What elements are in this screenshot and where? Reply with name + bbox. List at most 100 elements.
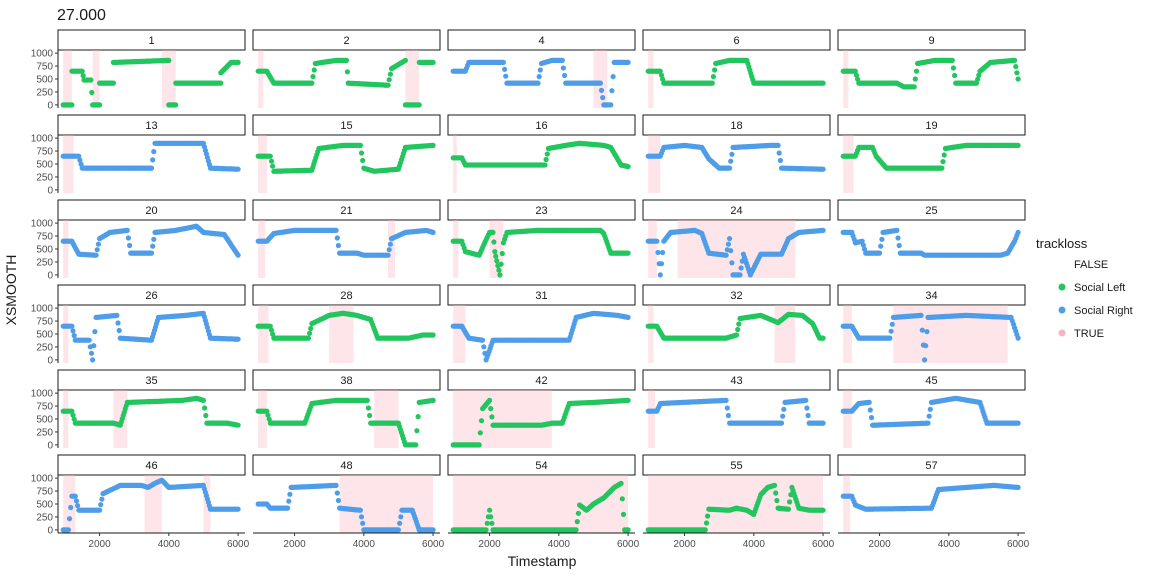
data-point bbox=[88, 350, 95, 356]
data-point bbox=[781, 406, 787, 412]
data-point bbox=[820, 227, 826, 233]
trackloss-band bbox=[843, 305, 852, 363]
data-point bbox=[1015, 142, 1021, 148]
y-tick-label: 1000 bbox=[31, 219, 54, 230]
data-point bbox=[387, 241, 393, 247]
data-point bbox=[173, 102, 179, 108]
data-point bbox=[94, 247, 100, 253]
facet-panel-4: 4 bbox=[447, 29, 636, 108]
trackloss-band bbox=[843, 135, 854, 193]
data-point bbox=[335, 242, 341, 249]
data-point bbox=[709, 80, 715, 86]
data-point bbox=[385, 252, 391, 258]
data-point bbox=[728, 158, 734, 164]
facet-strip-label: 15 bbox=[340, 120, 352, 132]
y-tick-label: 500 bbox=[36, 500, 53, 511]
data-point bbox=[728, 248, 734, 254]
data-point bbox=[235, 252, 241, 258]
data-point bbox=[430, 397, 436, 403]
data-point bbox=[235, 506, 241, 512]
y-tick-label: 0 bbox=[47, 185, 53, 196]
facet-panel-42: 42 bbox=[447, 369, 636, 448]
trackloss-band bbox=[843, 50, 849, 108]
facet-panel-18: 18 bbox=[642, 114, 831, 193]
data-point bbox=[925, 420, 931, 426]
trackloss-band bbox=[161, 50, 176, 108]
data-point bbox=[912, 76, 918, 82]
y-tick-label: 250 bbox=[36, 172, 53, 183]
data-point bbox=[150, 243, 156, 249]
data-point bbox=[386, 247, 392, 253]
trackloss-band bbox=[374, 390, 399, 448]
facet-strip bbox=[57, 114, 246, 136]
data-point bbox=[124, 227, 130, 233]
facet-strip-label: 2 bbox=[343, 35, 349, 47]
data-point bbox=[309, 80, 315, 86]
x-tick-label: 6000 bbox=[422, 539, 445, 550]
data-point bbox=[497, 272, 503, 278]
data-point bbox=[414, 428, 420, 434]
data-point bbox=[235, 59, 241, 65]
data-point bbox=[68, 504, 74, 511]
trackloss-band bbox=[63, 220, 69, 278]
facet-strip-label: 42 bbox=[535, 375, 547, 387]
data-point bbox=[385, 82, 391, 88]
data-point bbox=[574, 519, 580, 525]
facet-strip-label: 54 bbox=[535, 460, 547, 472]
data-point bbox=[218, 80, 224, 86]
facet-panel-9: 9 bbox=[837, 29, 1026, 108]
data-point bbox=[78, 161, 84, 167]
trackloss-band bbox=[258, 135, 267, 193]
facet-strip-label: 55 bbox=[730, 460, 742, 472]
data-point bbox=[76, 153, 82, 159]
data-point bbox=[496, 267, 502, 273]
data-point bbox=[490, 229, 496, 235]
data-point bbox=[77, 157, 83, 163]
facet-panel-2: 2 bbox=[252, 29, 441, 108]
data-point bbox=[868, 415, 875, 421]
data-point bbox=[71, 333, 77, 339]
data-point bbox=[99, 496, 105, 502]
facet-strip-label: 48 bbox=[340, 460, 352, 472]
data-point bbox=[733, 332, 740, 338]
x-tick-label: 4000 bbox=[353, 539, 376, 550]
data-point bbox=[820, 335, 826, 341]
data-point bbox=[235, 166, 241, 172]
data-point bbox=[491, 239, 497, 245]
facet-strip bbox=[57, 29, 246, 51]
data-point bbox=[625, 397, 631, 403]
data-point bbox=[386, 77, 392, 83]
y-tick-label: 1000 bbox=[31, 134, 54, 145]
data-point bbox=[608, 102, 614, 108]
data-point bbox=[560, 65, 567, 71]
data-point bbox=[660, 249, 666, 256]
data-point bbox=[609, 88, 615, 94]
facet-strip bbox=[447, 114, 636, 136]
data-point bbox=[610, 74, 616, 80]
data-point bbox=[75, 503, 81, 509]
trackloss-band bbox=[63, 305, 69, 363]
data-point bbox=[598, 87, 605, 93]
data-point bbox=[344, 69, 350, 75]
trackloss-band bbox=[258, 305, 269, 363]
facet-strip-label: 20 bbox=[145, 205, 157, 217]
trackloss-band bbox=[453, 220, 459, 278]
data-point bbox=[1012, 57, 1018, 64]
data-point bbox=[573, 527, 579, 533]
facet-strip-label: 35 bbox=[145, 375, 157, 387]
data-point bbox=[655, 249, 661, 256]
trackloss-band bbox=[258, 390, 267, 448]
data-point bbox=[896, 242, 902, 249]
y-tick-label: 750 bbox=[36, 402, 53, 413]
chart-title: 27.000 bbox=[57, 7, 106, 24]
data-point bbox=[395, 527, 401, 533]
data-point bbox=[66, 516, 73, 522]
data-point bbox=[625, 59, 631, 65]
data-point bbox=[913, 68, 920, 74]
data-point bbox=[360, 520, 366, 526]
data-point bbox=[895, 235, 901, 241]
facet-strip bbox=[642, 114, 831, 136]
facet-panel-16: 16 bbox=[447, 114, 636, 193]
y-tick-label: 500 bbox=[36, 160, 53, 171]
data-point bbox=[976, 72, 982, 78]
